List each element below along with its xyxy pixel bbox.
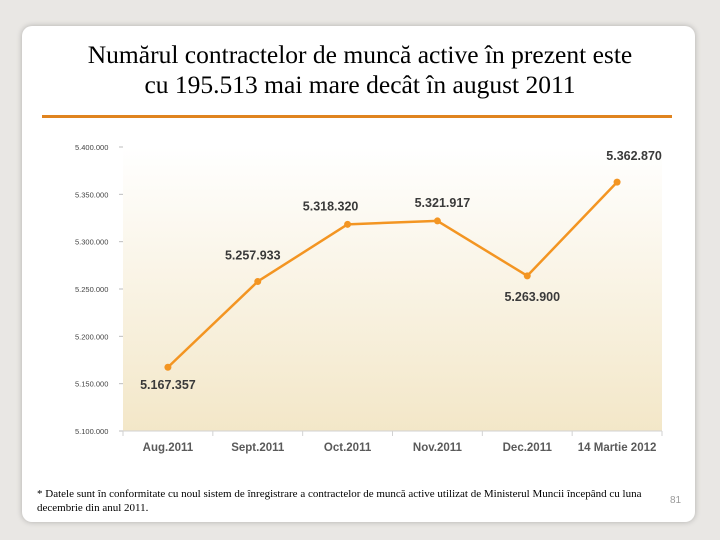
x-axis: Aug.2011 Sept.2011 Oct.2011 Nov.2011 Dec.201… bbox=[122, 430, 663, 454]
data-point bbox=[164, 363, 172, 371]
y-tick-label: 5.400.000 bbox=[75, 143, 108, 152]
y-tick-label: 5.250.000 bbox=[75, 285, 108, 294]
data-point bbox=[523, 272, 531, 280]
data-point bbox=[254, 277, 262, 285]
y-tick-label: 5.350.000 bbox=[75, 190, 108, 199]
data-label: 5.362.870 bbox=[606, 149, 662, 163]
x-tick-label: Dec.2011 bbox=[503, 442, 553, 454]
data-label: 5.321.917 bbox=[415, 196, 471, 210]
data-point bbox=[344, 220, 352, 228]
x-tick-label: Sept.2011 bbox=[231, 442, 285, 454]
series-line bbox=[167, 181, 618, 369]
data-label: 5.257.933 bbox=[225, 248, 281, 262]
data-label: 5.167.357 bbox=[140, 378, 196, 392]
x-tick-label: 14 Martie 2012 bbox=[578, 442, 657, 454]
title-underline bbox=[42, 115, 672, 118]
title-line-2: cu 195.513 mai mare decât în august 2011 bbox=[144, 70, 576, 99]
footnote: * Datele sunt în conformitate cu noul si… bbox=[37, 488, 642, 514]
y-tick-label: 5.200.000 bbox=[75, 332, 108, 341]
plot-area bbox=[123, 147, 662, 431]
title-line-1: Numărul contractelor de muncă active în … bbox=[87, 40, 633, 69]
y-axis: 5.100.000 5.150.000 5.200.000 5.250.000 5.30… bbox=[75, 143, 123, 436]
data-label: 5.263.900 bbox=[504, 290, 560, 304]
data-point bbox=[613, 178, 621, 186]
y-tick-label: 5.100.000 bbox=[75, 427, 108, 436]
y-tick-label: 5.150.000 bbox=[75, 380, 108, 389]
x-tick-label: Oct.2011 bbox=[324, 442, 372, 454]
slide-title: Numărul contractelor de muncă active în … bbox=[26, 40, 694, 100]
data-point bbox=[433, 217, 441, 225]
x-tick-label: Nov.2011 bbox=[413, 442, 463, 454]
data-label: 5.318.320 bbox=[303, 199, 359, 213]
y-tick-label: 5.300.000 bbox=[75, 238, 108, 247]
series-layer: 5.167.357 5.257.933 5.318.320 5.321.917 5.26… bbox=[140, 149, 662, 392]
page-number: 81 bbox=[670, 495, 682, 506]
x-tick-label: Aug.2011 bbox=[143, 442, 194, 454]
